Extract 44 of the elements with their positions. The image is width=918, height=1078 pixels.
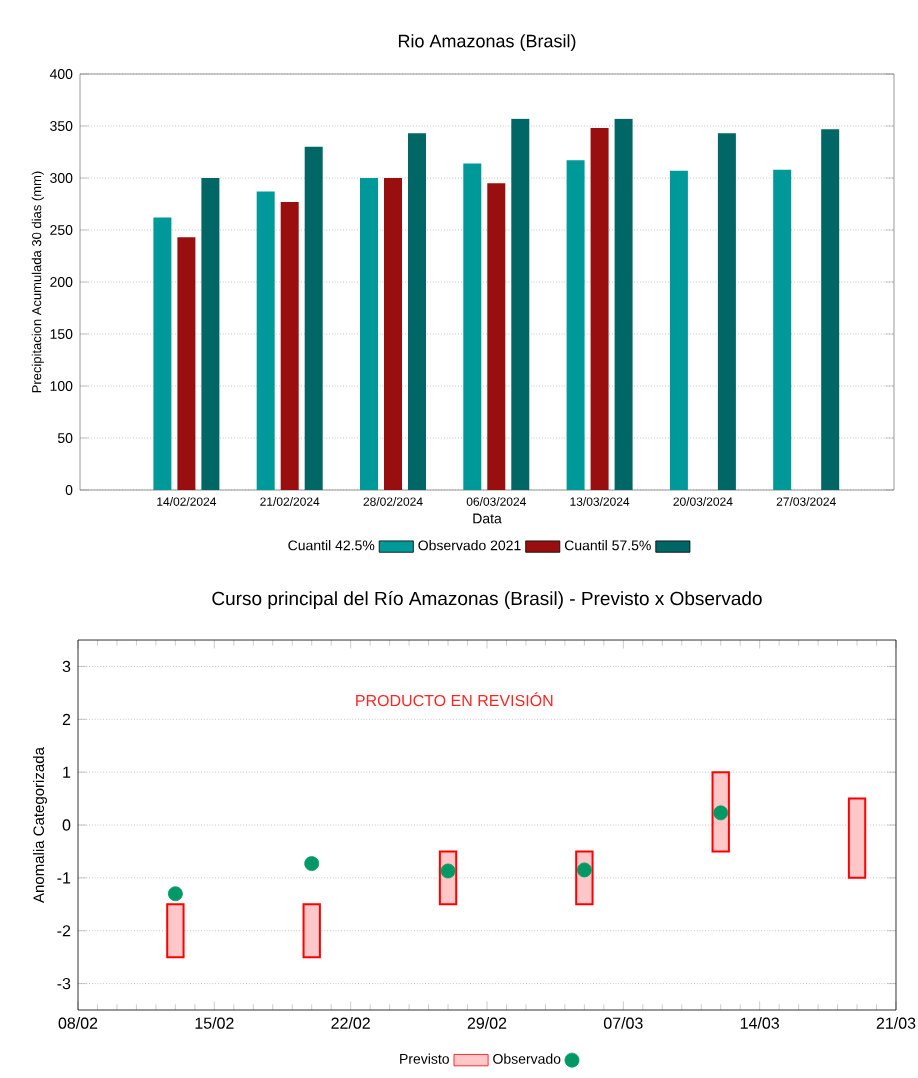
point <box>713 805 729 821</box>
bar <box>821 129 840 491</box>
chart-title: Rio Amazonas (Brasil) <box>398 34 576 51</box>
bar <box>302 903 321 959</box>
bar <box>511 118 530 491</box>
bar <box>153 217 172 491</box>
y-tick-label: 3 <box>62 660 71 673</box>
x-tick-label: 15/02 <box>195 1017 234 1029</box>
bar <box>717 133 736 491</box>
bar <box>177 237 196 491</box>
annotation: PRODUCTO EN REVISIÓN <box>356 692 553 707</box>
y-tick-label: -2 <box>57 925 71 937</box>
y-tick-label: 2 <box>62 713 71 725</box>
y-tick-label: 1 <box>63 766 71 778</box>
bar <box>614 118 633 491</box>
point <box>576 862 592 878</box>
bar <box>847 797 867 879</box>
bar <box>256 191 275 491</box>
x-tick-label: 07/03 <box>603 1017 643 1029</box>
bar <box>773 169 792 491</box>
bar <box>304 146 323 491</box>
bar <box>280 201 299 491</box>
x-tick-label: 22/02 <box>331 1017 370 1029</box>
bar <box>463 163 482 491</box>
bar <box>166 903 185 959</box>
point <box>440 863 456 879</box>
point <box>167 886 183 902</box>
bar <box>566 160 585 491</box>
bar <box>408 133 426 491</box>
x-tick-label: 14/03 <box>740 1017 779 1029</box>
y-tick-label: -1 <box>57 872 71 884</box>
bar <box>383 178 402 491</box>
y-tick-label: -3 <box>57 977 71 990</box>
point <box>304 856 320 871</box>
x-tick-label: 21/03 <box>876 1017 916 1029</box>
chart-title: Curso principal del Río Amazonas (Brasil) - Previsto x Observado <box>212 591 762 609</box>
x-tick-label: 08/02 <box>58 1017 98 1029</box>
bar <box>669 170 688 491</box>
x-tick-label: 29/02 <box>467 1017 507 1029</box>
bar <box>590 128 609 491</box>
bar <box>360 178 378 491</box>
bar <box>201 178 220 491</box>
bar <box>487 183 506 491</box>
y-tick-label: 0 <box>62 819 71 831</box>
